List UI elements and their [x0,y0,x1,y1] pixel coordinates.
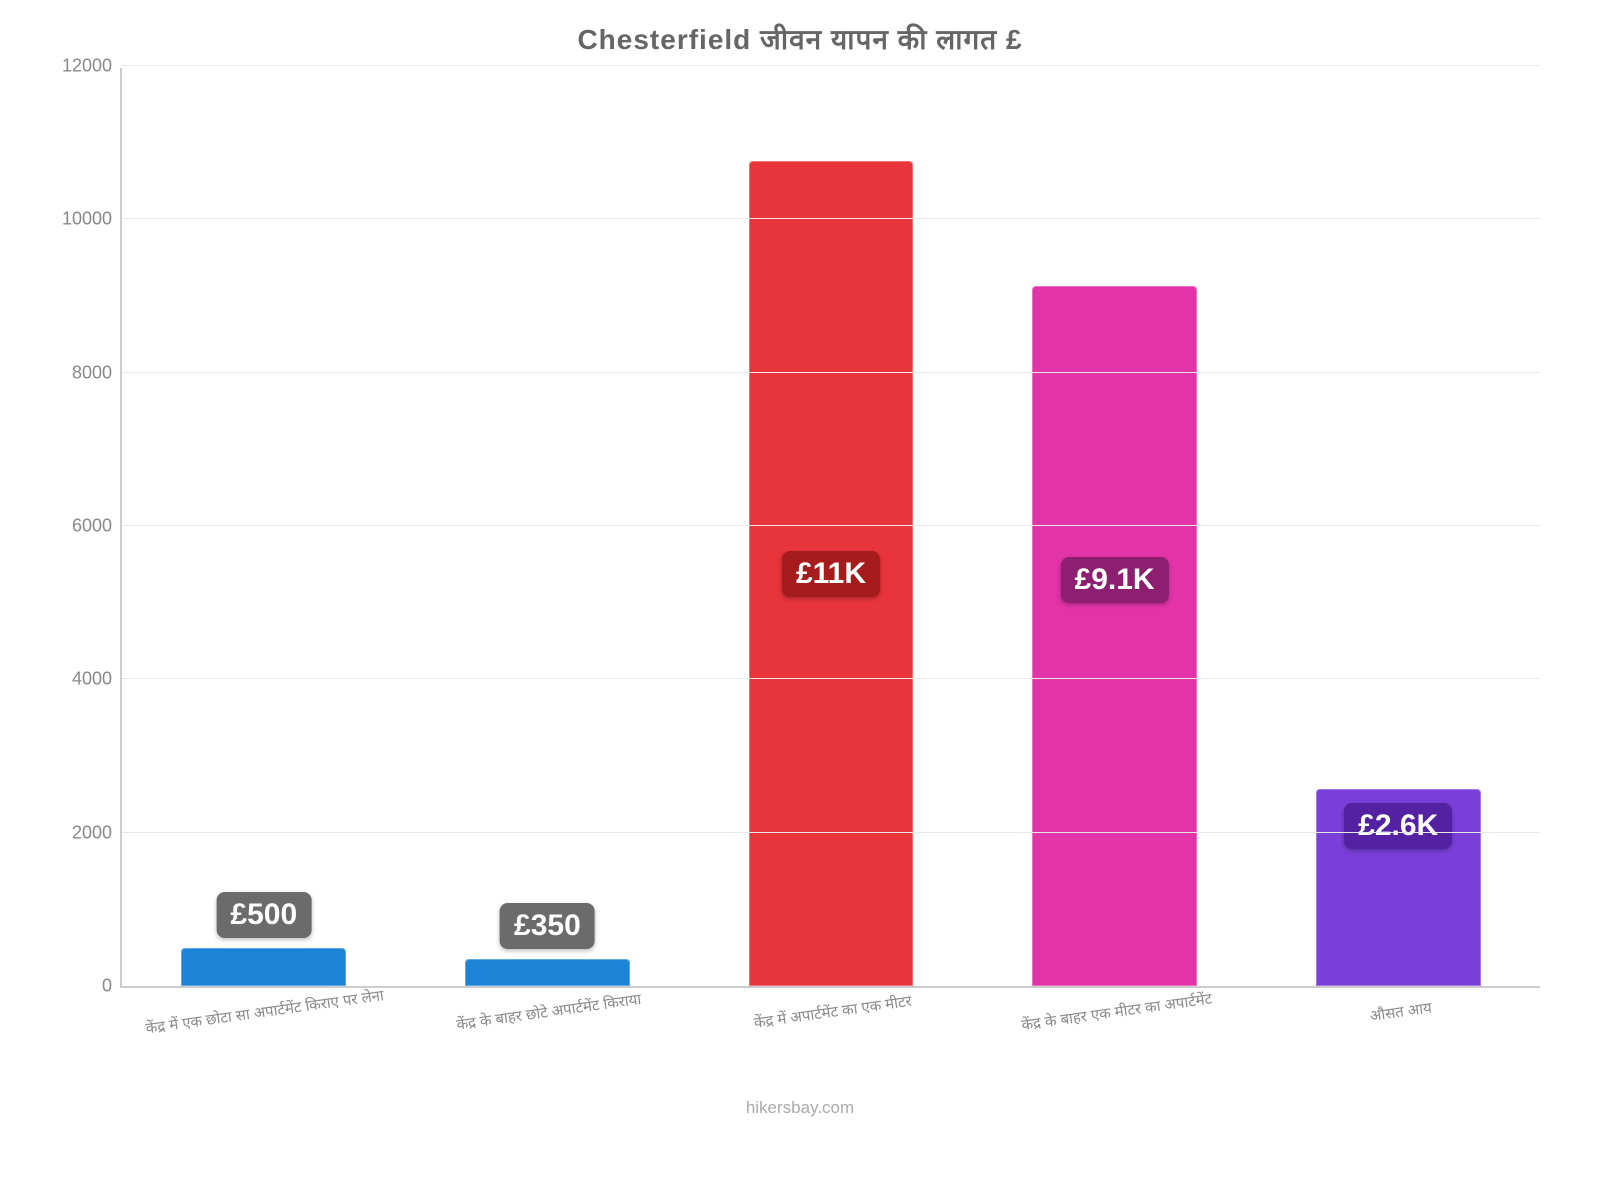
bar-value-label: £2.6K [1344,803,1452,849]
gridline [122,678,1540,679]
y-tick: 6000 [62,516,112,537]
bar: £11K [749,161,914,986]
y-tick: 8000 [62,362,112,383]
bar-slot: £500 [122,68,406,986]
bar-value-label: £9.1K [1061,557,1169,603]
bar: £500 [181,948,346,986]
bar: £9.1K [1032,286,1197,986]
bar: £2.6K [1316,789,1481,986]
y-tick: 12000 [62,56,112,77]
x-axis-labels: केंद्र में एक छोटा सा अपार्टमेंट किराए प… [120,992,1540,1022]
bar-slot: £2.6K [1256,68,1540,986]
gridline [122,832,1540,833]
y-tick: 0 [62,976,112,997]
bar-slot: £9.1K [973,68,1257,986]
bar-value-label: £11K [782,551,880,597]
y-tick: 4000 [62,669,112,690]
attribution: hikersbay.com [746,1098,854,1118]
bar-value-label: £350 [500,903,595,949]
bar: £350 [465,959,630,986]
gridline [122,525,1540,526]
y-tick: 10000 [62,209,112,230]
chart-title: Chesterfield जीवन यापन की लागत £ [60,20,1540,58]
bar-slot: £11K [689,68,973,986]
gridline [122,65,1540,66]
gridline [122,218,1540,219]
gridline [122,372,1540,373]
chart-wrapper: Chesterfield जीवन यापन की लागत £ £500 £35… [60,20,1540,1100]
bars-container: £500 £350 £11K £9.1K £2.6K [122,68,1540,986]
y-tick: 2000 [62,822,112,843]
bar-value-label: £500 [216,892,311,938]
bar-slot: £350 [406,68,690,986]
plot-area: £500£350£11K£9.1K£2.6K 02000400060008000… [120,68,1540,988]
